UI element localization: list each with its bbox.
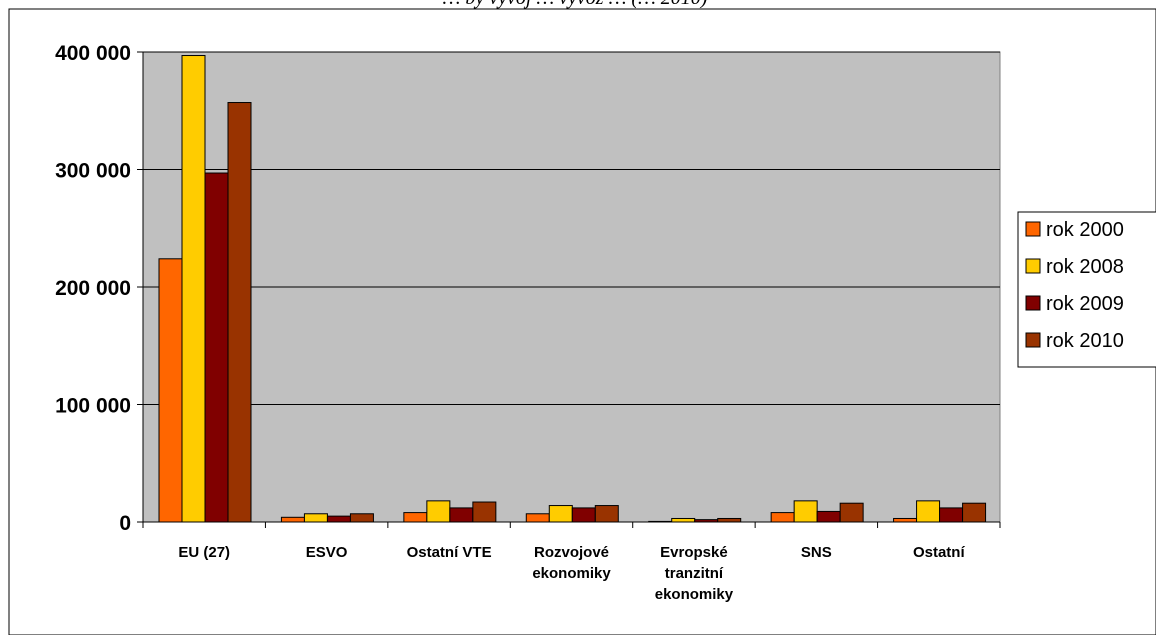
- bars: [158, 55, 987, 523]
- bar: [571, 507, 596, 523]
- x-tick-label: ESVO: [306, 544, 348, 561]
- bar: [594, 505, 619, 523]
- x-tick-label: tranzitní: [665, 565, 724, 582]
- bar: [939, 507, 964, 523]
- x-tick-label: Rozvojové: [534, 544, 609, 561]
- legend-label: rok 2010: [1046, 330, 1124, 352]
- x-tick-label: Ostatní VTE: [407, 544, 492, 561]
- x-tick-label: ekonomiky: [532, 565, 611, 582]
- legend-label: rok 2000: [1046, 219, 1124, 241]
- legend-swatch: [1025, 332, 1041, 348]
- bar: [349, 513, 374, 523]
- bar: [472, 501, 497, 523]
- chart-title: … by vývoj … vývoz … (… 2010): [443, 0, 708, 9]
- legend-label: rok 2009: [1046, 293, 1124, 315]
- bar: [916, 500, 941, 523]
- x-tick-label: SNS: [801, 544, 832, 561]
- legend-swatch: [1025, 221, 1041, 237]
- bar: [449, 507, 474, 523]
- x-tick-label: EU (27): [178, 544, 230, 561]
- legend: rok 2000 rok 2008 rok 2009 rok 2010: [1017, 211, 1156, 368]
- bar: [303, 513, 328, 523]
- bar: [671, 517, 696, 523]
- legend-swatch: [1025, 258, 1041, 274]
- axes: [137, 51, 1001, 528]
- bar: [280, 516, 305, 523]
- gridlines: [143, 51, 1000, 405]
- bar: [793, 500, 818, 523]
- bar: [816, 510, 841, 523]
- bar: [525, 513, 550, 523]
- x-tick-label: ekonomiky: [655, 586, 734, 603]
- bar: [326, 515, 351, 523]
- x-tick-label: Evropské: [660, 544, 728, 561]
- bar: [962, 502, 987, 523]
- bar: [839, 502, 864, 523]
- bar: [204, 172, 229, 523]
- bar: [158, 258, 183, 523]
- y-tick-label: 0: [119, 512, 131, 535]
- x-tick-labels: EU (27) ESVO Ostatní VTE Rozvojové ekonomiky…: [178, 544, 965, 603]
- bar: [181, 55, 206, 523]
- y-tick-label: 100 000: [55, 395, 131, 418]
- bar: [893, 517, 918, 523]
- bar: [403, 512, 428, 523]
- y-tick-label: 200 000: [55, 277, 131, 300]
- bar: [426, 500, 451, 523]
- legend-box: [1017, 211, 1156, 368]
- bar: [548, 505, 573, 523]
- bar: [227, 102, 252, 523]
- legend-label: rok 2008: [1046, 256, 1124, 278]
- x-tick-label: Ostatní: [913, 544, 966, 561]
- bar: [717, 517, 742, 523]
- y-tick-label: 400 000: [55, 42, 131, 65]
- y-tick-label: 300 000: [55, 160, 131, 183]
- y-tick-labels: 0 100 000 200 000 300 000 400 000: [55, 42, 131, 535]
- bar: [770, 512, 795, 523]
- legend-swatch: [1025, 295, 1041, 311]
